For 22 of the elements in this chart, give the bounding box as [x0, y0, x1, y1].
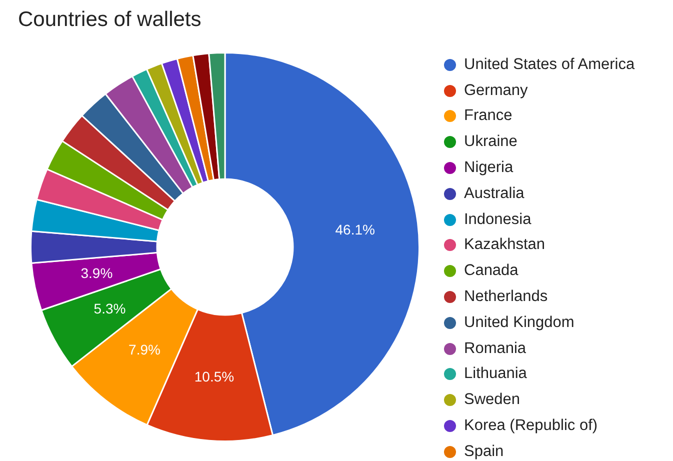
legend-label: Romania: [464, 340, 526, 358]
legend-label: Sweden: [464, 391, 520, 410]
legend-label: Korea (Republic of): [464, 417, 598, 436]
legend-label: Kazakhstan: [464, 236, 545, 254]
chart-title: Countries of wallets: [18, 8, 202, 32]
legend-label: France: [464, 107, 512, 126]
legend-label: Ukraine: [464, 133, 518, 152]
legend-label: Canada: [464, 262, 518, 280]
legend-label: Nigeria: [464, 159, 514, 178]
legend-label: Netherlands: [464, 288, 548, 306]
data-label: 3.9%: [80, 264, 113, 281]
data-label: 10.5%: [194, 368, 234, 385]
legend-label: United States of America: [464, 56, 635, 74]
legend-label: Spain: [464, 442, 504, 461]
legend-label: United Kingdom: [464, 314, 574, 332]
data-label: 7.9%: [128, 341, 160, 358]
data-label: 46.1%: [335, 222, 375, 238]
legend-label: Germany: [464, 82, 528, 100]
data-label: 5.3%: [94, 300, 126, 316]
legend-label: Australia: [464, 184, 524, 203]
legend-label: Indonesia: [464, 210, 532, 229]
legend-label: Lithuania: [464, 365, 527, 384]
